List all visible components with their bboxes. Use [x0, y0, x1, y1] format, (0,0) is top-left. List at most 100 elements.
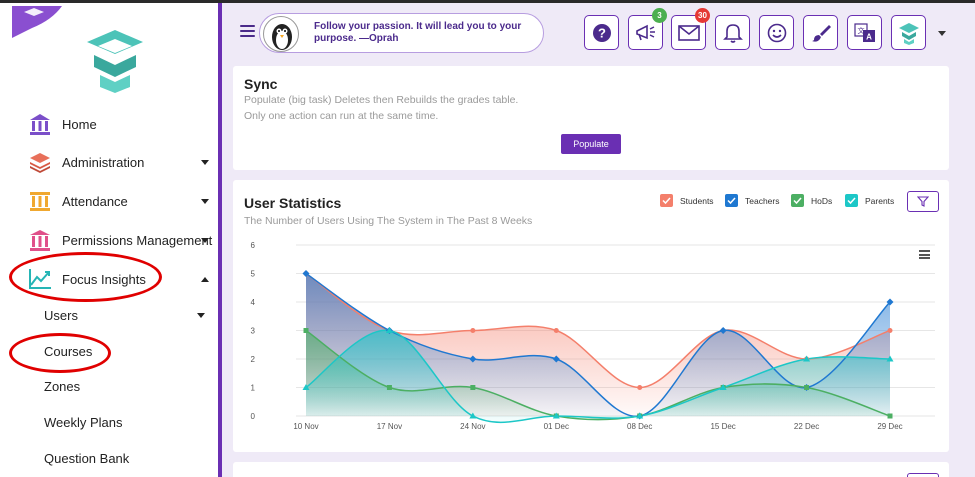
data-point-students[interactable]	[637, 385, 643, 390]
data-point-parents[interactable]	[719, 384, 727, 390]
data-point-parents[interactable]	[385, 327, 393, 333]
x-tick-label: 15 Dec	[710, 422, 735, 431]
card-title: Sync	[244, 76, 278, 92]
y-tick-label: 5	[251, 270, 256, 279]
user-statistics-chart: 0 1 2 3 4 5 6 10 Nov 17 Nov 24 Nov 01 Dec 08 Dec 15…	[251, 241, 935, 431]
data-point-hods[interactable]	[804, 385, 810, 390]
sidebar-item-permissions-management[interactable]: Permissions Management	[0, 225, 218, 255]
data-point-hods[interactable]	[887, 413, 893, 419]
y-tick-label: 2	[251, 355, 256, 364]
data-point-students[interactable]	[470, 328, 476, 333]
stats-subtitle: The Number of Users Using The System in …	[244, 215, 533, 227]
filter-icon	[917, 196, 929, 207]
sidebar-item-label: Focus Insights	[62, 271, 146, 287]
collapse-corner-icon[interactable]	[12, 6, 62, 38]
legend-label: Teachers	[745, 195, 780, 206]
notifications-badge: 3	[652, 8, 667, 23]
sidebar-subitem-label: Courses	[44, 343, 93, 359]
sidebar-item-administration[interactable]: Administration	[0, 147, 218, 177]
chevron-down-icon[interactable]	[201, 198, 209, 204]
filter-button[interactable]	[907, 191, 939, 212]
bell-icon	[722, 23, 743, 43]
data-point-parents[interactable]	[552, 412, 560, 419]
sidebar-subitem-courses[interactable]: Courses	[0, 337, 218, 365]
profile-button[interactable]	[891, 15, 926, 50]
checkbox-checked-icon[interactable]	[845, 194, 858, 207]
messages-badge: 30	[695, 8, 710, 23]
svg-text:A: A	[866, 32, 872, 41]
data-point-parents[interactable]	[636, 412, 644, 419]
filter-button[interactable]	[907, 473, 939, 477]
svg-text:?: ?	[598, 25, 606, 40]
sidebar-item-focus-insights[interactable]: Focus Insights	[0, 264, 218, 294]
sidebar-item-attendance[interactable]: Attendance	[0, 186, 218, 216]
sidebar-subitem-weekly-plans[interactable]: Weekly Plans	[0, 408, 218, 436]
data-point-students[interactable]	[553, 328, 559, 333]
x-tick-label: 01 Dec	[544, 422, 569, 431]
sidebar-subitem-zones[interactable]: Zones	[0, 372, 218, 400]
y-tick-label: 6	[251, 241, 256, 250]
data-point-hods[interactable]	[470, 385, 476, 390]
data-point-students[interactable]	[887, 328, 893, 333]
data-point-hods[interactable]	[303, 328, 309, 333]
theme-button[interactable]	[803, 15, 838, 50]
sidebar-item-label: Home	[62, 116, 97, 132]
messages-button[interactable]: 30	[671, 8, 710, 50]
translate-icon: 文A	[853, 22, 875, 42]
data-point-parents[interactable]	[886, 355, 894, 362]
checkbox-checked-icon[interactable]	[791, 194, 804, 207]
chevron-down-icon[interactable]	[197, 312, 205, 318]
data-point-teachers[interactable]	[886, 298, 894, 306]
legend-item-students[interactable]: Students	[660, 194, 714, 207]
next-card	[233, 462, 949, 477]
x-tick-label: 22 Dec	[794, 422, 819, 431]
data-point-teachers[interactable]	[719, 327, 727, 334]
chevron-up-icon[interactable]	[201, 276, 209, 282]
top-header: Follow your passion. It will lead you to…	[222, 3, 975, 60]
help-button[interactable]: ?	[584, 15, 619, 50]
megaphone-icon	[635, 24, 655, 40]
legend-label: Students	[680, 195, 714, 206]
user-statistics-card: User Statistics The Number of Users Usin…	[233, 180, 949, 452]
hamburger-menu-icon[interactable]	[240, 25, 255, 37]
sidebar-subitem-users[interactable]: Users	[0, 301, 218, 329]
sync-description: Populate (big task) Deletes then Rebuild…	[244, 94, 519, 106]
paintbrush-icon	[811, 24, 831, 42]
alerts-button[interactable]	[715, 15, 750, 50]
question-icon: ?	[592, 23, 611, 42]
data-point-parents[interactable]	[469, 412, 477, 419]
data-point-teachers[interactable]	[302, 270, 310, 277]
populate-button[interactable]: Populate	[561, 134, 621, 154]
chevron-down-icon[interactable]	[201, 159, 209, 165]
x-tick-label: 24 Nov	[460, 422, 485, 431]
data-point-parents[interactable]	[302, 384, 310, 390]
sidebar-subitem-question-bank[interactable]: Question Bank	[0, 444, 218, 472]
announcements-button[interactable]: 3	[628, 8, 667, 50]
x-tick-label: 29 Dec	[877, 422, 902, 431]
checkbox-checked-icon[interactable]	[725, 194, 738, 207]
chart-menu-icon[interactable]	[919, 250, 930, 259]
sidebar: Home Administration Attendance Permissio…	[0, 3, 220, 477]
chevron-down-icon[interactable]	[938, 31, 946, 36]
legend-item-teachers[interactable]: Teachers	[725, 194, 780, 207]
chevron-down-icon[interactable]	[201, 237, 209, 243]
layers-icon	[28, 150, 52, 174]
legend-item-hods[interactable]: HoDs	[791, 194, 832, 207]
feedback-button[interactable]	[759, 15, 794, 50]
y-tick-label: 3	[251, 327, 256, 336]
quote-text: Follow your passion. It will lead you to…	[314, 21, 522, 44]
sidebar-scrollbar[interactable]	[218, 3, 222, 477]
sidebar-subitem-label: Zones	[44, 378, 81, 394]
legend-item-parents[interactable]: Parents	[845, 194, 894, 207]
data-point-hods[interactable]	[386, 385, 392, 390]
smiley-icon	[767, 23, 786, 42]
window-top-border	[0, 0, 975, 3]
sidebar-subitem-label: Weekly Plans	[44, 414, 123, 430]
data-point-teachers[interactable]	[469, 355, 477, 363]
sidebar-item-home[interactable]: Home	[0, 109, 218, 139]
series-line-parents[interactable]	[305, 329, 891, 424]
data-point-teachers[interactable]	[552, 355, 560, 363]
data-point-parents[interactable]	[803, 355, 811, 362]
checkbox-checked-icon[interactable]	[660, 194, 673, 207]
